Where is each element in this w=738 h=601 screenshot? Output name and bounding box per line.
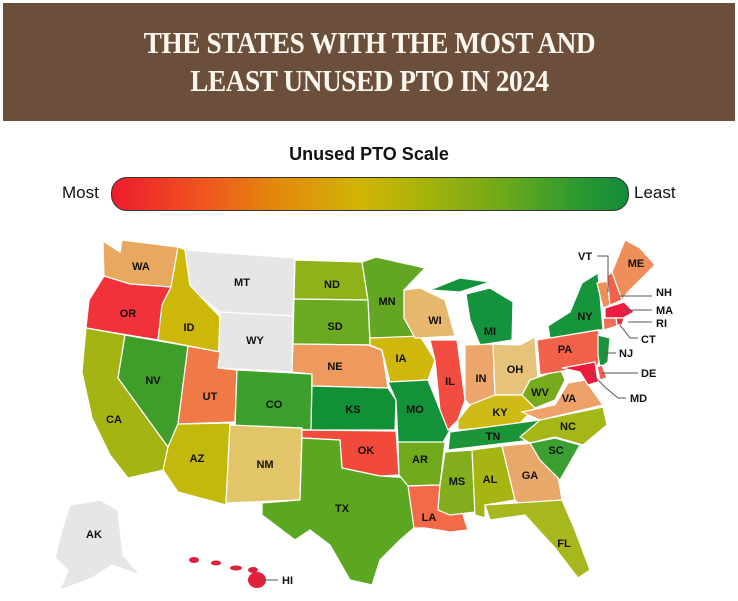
- label-NE: NE: [327, 361, 342, 373]
- state-AK[interactable]: [54, 499, 142, 592]
- label-OK: OK: [358, 445, 375, 457]
- state-MO[interactable]: [387, 379, 451, 445]
- callout-RI: RI: [656, 318, 667, 330]
- state-NY[interactable]: [547, 271, 604, 339]
- label-WI: WI: [428, 315, 441, 327]
- callout-HI: HI: [282, 575, 293, 587]
- label-AR: AR: [412, 454, 428, 466]
- callout-MD: MD: [630, 393, 647, 405]
- legend-title: Unused PTO Scale: [289, 144, 449, 164]
- legend-gradient-bar: [111, 177, 629, 211]
- label-AL: AL: [483, 474, 498, 486]
- callouts: VT NH MA RI CT NJ DE MD HI: [262, 251, 673, 587]
- label-LA: LA: [422, 512, 437, 524]
- label-KY: KY: [492, 407, 508, 419]
- state-WI[interactable]: [403, 287, 456, 339]
- label-MI: MI: [484, 326, 496, 338]
- label-FL: FL: [557, 538, 571, 550]
- label-NY: NY: [577, 311, 593, 323]
- state-HI[interactable]: [189, 557, 266, 588]
- label-OR: OR: [120, 308, 137, 320]
- label-TN: TN: [486, 431, 501, 443]
- label-CA: CA: [106, 414, 122, 426]
- label-AZ: AZ: [190, 453, 205, 465]
- label-KS: KS: [345, 404, 360, 416]
- state-AZ[interactable]: [162, 422, 231, 506]
- label-VA: VA: [562, 393, 577, 405]
- label-ME: ME: [628, 258, 645, 270]
- label-AK: AK: [86, 529, 102, 541]
- label-MT: MT: [234, 277, 250, 289]
- callout-VT: VT: [578, 251, 592, 263]
- state-MD[interactable]: [561, 361, 599, 386]
- state-MI[interactable]: [429, 277, 514, 346]
- label-SC: SC: [548, 445, 563, 457]
- state-IL[interactable]: [429, 339, 466, 432]
- label-TX: TX: [335, 503, 350, 515]
- state-SC[interactable]: [529, 437, 581, 481]
- title-line-2: LEAST UNUSED PTO IN 2024: [189, 63, 549, 98]
- label-WA: WA: [132, 261, 150, 273]
- label-ND: ND: [324, 279, 340, 291]
- label-GA: GA: [522, 470, 539, 482]
- label-MO: MO: [406, 404, 424, 416]
- label-SD: SD: [327, 321, 342, 333]
- state-NJ[interactable]: [597, 334, 611, 370]
- state-CT[interactable]: [602, 317, 618, 331]
- label-NC: NC: [560, 421, 576, 433]
- callout-DE: DE: [641, 368, 656, 380]
- legend-scale: Most Least: [0, 175, 738, 211]
- label-MS: MS: [449, 476, 466, 488]
- label-IA: IA: [396, 353, 407, 365]
- callout-CT: CT: [641, 334, 656, 346]
- legend-high-label: Least: [634, 183, 676, 202]
- label-NM: NM: [256, 459, 273, 471]
- label-PA: PA: [558, 344, 573, 356]
- state-TX[interactable]: [261, 437, 415, 586]
- callout-NH: NH: [656, 287, 672, 299]
- title-line-1: THE STATES WITH THE MOST AND: [143, 25, 595, 60]
- legend-low-label: Most: [62, 183, 99, 202]
- label-MN: MN: [378, 296, 395, 308]
- page-title: THE STATES WITH THE MOST AND LEAST UNUSE…: [143, 24, 595, 100]
- state-ME[interactable]: [611, 239, 656, 302]
- state-FL[interactable]: [484, 499, 591, 579]
- label-IL: IL: [445, 376, 455, 388]
- callout-NJ: NJ: [619, 348, 633, 360]
- title-banner: THE STATES WITH THE MOST AND LEAST UNUSE…: [3, 3, 735, 121]
- label-NV: NV: [145, 375, 161, 387]
- label-OH: OH: [507, 364, 524, 376]
- state-KS[interactable]: [310, 385, 397, 431]
- label-WY: WY: [246, 335, 264, 347]
- label-CO: CO: [266, 399, 283, 411]
- label-UT: UT: [203, 391, 218, 403]
- label-WV: WV: [531, 387, 549, 399]
- state-labels: WA OR CA ID NV MT WY UT AZ CO NM ND SD N…: [86, 258, 644, 550]
- label-ID: ID: [184, 322, 195, 334]
- state-MA[interactable]: [604, 301, 635, 319]
- callout-MA: MA: [656, 305, 673, 317]
- label-IN: IN: [476, 373, 487, 385]
